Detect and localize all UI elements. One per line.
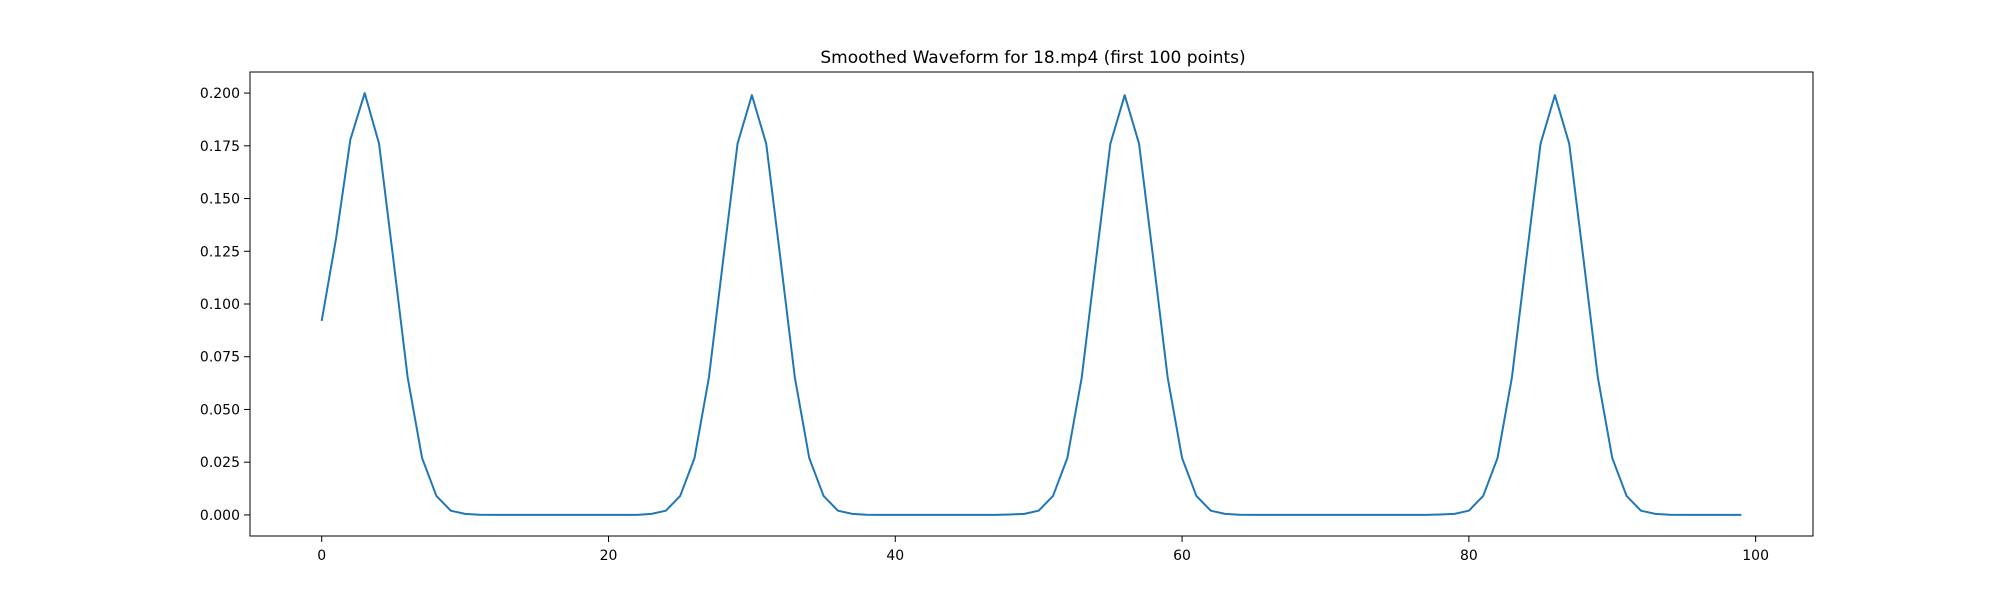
chart-title: Smoothed Waveform for 18.mp4 (first 100 … (820, 48, 1245, 68)
axes-frame (249, 71, 1814, 537)
x-tick-label: 100 (1742, 548, 1769, 564)
x-tick-label: 60 (1173, 548, 1191, 564)
x-tick-label: 40 (886, 548, 904, 564)
waveform-line (320, 92, 1742, 516)
y-tick-label: 0.075 (200, 350, 240, 366)
x-tick-label: 0 (317, 548, 326, 564)
x-tick-label: 20 (600, 548, 618, 564)
y-tick-label: 0.050 (200, 402, 240, 418)
y-tick-label: 0.200 (200, 86, 240, 102)
y-tick-label: 0.175 (200, 139, 240, 155)
y-tick-label: 0.000 (200, 508, 240, 524)
y-tick-label: 0.100 (200, 297, 240, 313)
plot-area (320, 92, 1742, 516)
y-axis: 0.000 0.025 0.050 0.075 0.100 0.125 0.150 0.175… (200, 86, 250, 524)
x-axis: 0 20 40 60 80 100 (317, 536, 1769, 564)
y-tick-label: 0.025 (200, 455, 240, 471)
y-tick-label: 0.150 (200, 192, 240, 208)
x-tick-label: 80 (1460, 548, 1478, 564)
y-tick-label: 0.125 (200, 244, 240, 260)
